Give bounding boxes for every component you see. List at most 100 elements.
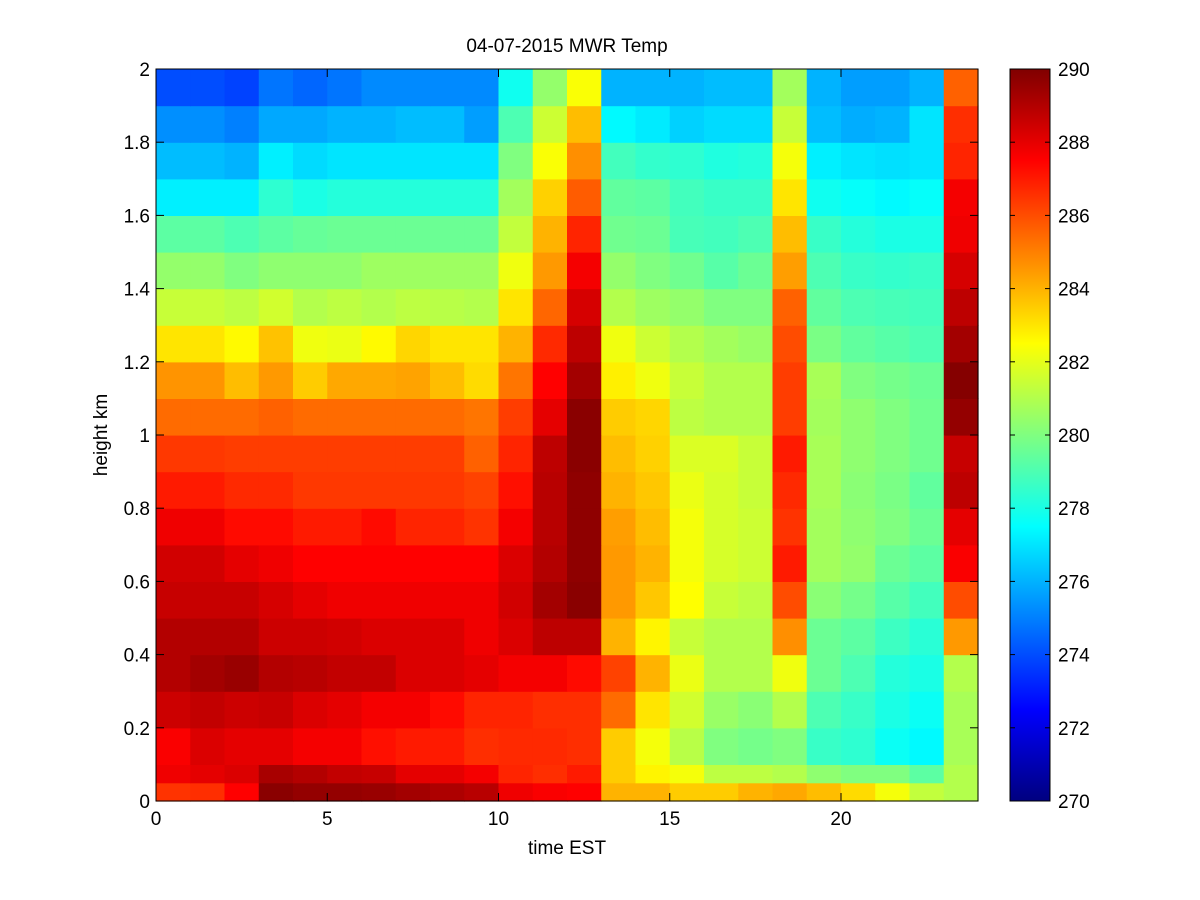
y-tick-label: 1	[139, 426, 150, 447]
heatmap-cell	[464, 782, 500, 802]
heatmap-cell	[190, 69, 226, 107]
heatmap-cell	[361, 105, 397, 143]
heatmap-cell	[327, 782, 363, 802]
heatmap-cell	[669, 544, 705, 582]
heatmap-cell	[943, 105, 979, 143]
heatmap-cell	[669, 581, 705, 619]
heatmap-cell	[430, 325, 465, 363]
heatmap-cell	[224, 764, 260, 784]
heatmap-cell	[601, 691, 637, 729]
heatmap-cell	[430, 471, 465, 509]
x-axis-ticks: 0 5 10 15 20	[151, 69, 852, 830]
heatmap-cell	[738, 618, 774, 656]
heatmap-cell	[601, 105, 637, 143]
heatmap-cell	[669, 325, 705, 363]
heatmap-cell	[532, 178, 568, 216]
heatmap-cell	[293, 471, 328, 509]
heatmap-cell	[772, 361, 808, 399]
heatmap-cell	[738, 325, 774, 363]
heatmap-cell	[601, 69, 637, 107]
heatmap-cell	[772, 105, 808, 143]
heatmap-cell	[704, 178, 739, 216]
heatmap-cell	[875, 69, 911, 107]
heatmap-cell	[361, 508, 397, 546]
heatmap-cell	[806, 361, 842, 399]
y-tick-label: 2	[139, 60, 150, 81]
heatmap-cell	[669, 691, 705, 729]
heatmap-cell	[395, 398, 431, 436]
heatmap-cell	[635, 581, 671, 619]
colorbar-tick-label: 274	[1058, 646, 1090, 667]
heatmap-cell	[224, 398, 260, 436]
heatmap-cell	[635, 142, 671, 180]
heatmap-cell	[806, 142, 842, 180]
heatmap-cell	[361, 654, 397, 692]
heatmap-cell	[738, 544, 774, 582]
heatmap-cell	[772, 69, 808, 107]
heatmap-cell	[841, 435, 876, 473]
heatmap-cell	[841, 654, 876, 692]
heatmap-cell	[327, 654, 363, 692]
heatmap-cell	[567, 361, 602, 399]
heatmap-cell	[293, 105, 328, 143]
heatmap-cell	[224, 654, 260, 692]
heatmap-cell	[601, 361, 637, 399]
heatmap-cell	[293, 325, 328, 363]
heatmap-cell	[704, 69, 739, 107]
heatmap-cell	[361, 142, 397, 180]
colorbar-tick-label: 280	[1058, 426, 1090, 447]
heatmap-cell	[498, 544, 534, 582]
heatmap-cell	[909, 178, 945, 216]
heatmap-cell	[567, 618, 602, 656]
heatmap-cell	[772, 325, 808, 363]
heatmap-cell	[669, 618, 705, 656]
heatmap-cell	[361, 435, 397, 473]
heatmap-cell	[224, 618, 260, 656]
colorbar-tick-label: 272	[1058, 719, 1090, 740]
heatmap-cell	[943, 764, 979, 784]
y-tick-label: 0.6	[124, 572, 150, 593]
heatmap-cell	[293, 727, 328, 765]
heatmap-cell	[395, 215, 431, 253]
heatmap-cell	[669, 361, 705, 399]
heatmap-cell	[327, 581, 363, 619]
heatmap-cell	[361, 178, 397, 216]
heatmap-cell	[943, 581, 979, 619]
heatmap-cell	[875, 252, 911, 290]
heatmap-cell	[601, 581, 637, 619]
heatmap-cell	[841, 69, 876, 107]
heatmap-cell	[361, 691, 397, 729]
heatmap-cell	[395, 435, 431, 473]
colorbar-tick-label: 286	[1058, 206, 1090, 227]
heatmap-cell	[327, 288, 363, 326]
heatmap-cell	[156, 471, 191, 509]
heatmap-cell	[841, 361, 876, 399]
colorbar-tick-label: 282	[1058, 353, 1090, 374]
heatmap-cell	[258, 471, 294, 509]
heatmap-cell	[875, 178, 911, 216]
heatmap-cell	[567, 105, 602, 143]
heatmap-cell	[704, 398, 739, 436]
heatmap-cell	[464, 398, 500, 436]
heatmap-cell	[875, 544, 911, 582]
heatmap-cell	[430, 288, 465, 326]
heatmap-cell	[841, 782, 876, 802]
heatmap-cell	[464, 471, 500, 509]
heatmap-cell	[430, 178, 465, 216]
heatmap-cell	[669, 398, 705, 436]
heatmap-cell	[498, 398, 534, 436]
heatmap-cell	[841, 581, 876, 619]
heatmap-cell	[327, 178, 363, 216]
heatmap-cell	[464, 215, 500, 253]
heatmap-cell	[601, 325, 637, 363]
heatmap-cell	[875, 727, 911, 765]
heatmap-cell	[704, 764, 739, 784]
heatmap-cell	[156, 764, 191, 784]
heatmap-cell	[464, 691, 500, 729]
x-axis-label: time EST	[528, 838, 607, 859]
heatmap-cell	[258, 618, 294, 656]
heatmap-cell	[943, 325, 979, 363]
heatmap-cell	[875, 471, 911, 509]
heatmap-cell	[635, 435, 671, 473]
heatmap-cell	[327, 618, 363, 656]
